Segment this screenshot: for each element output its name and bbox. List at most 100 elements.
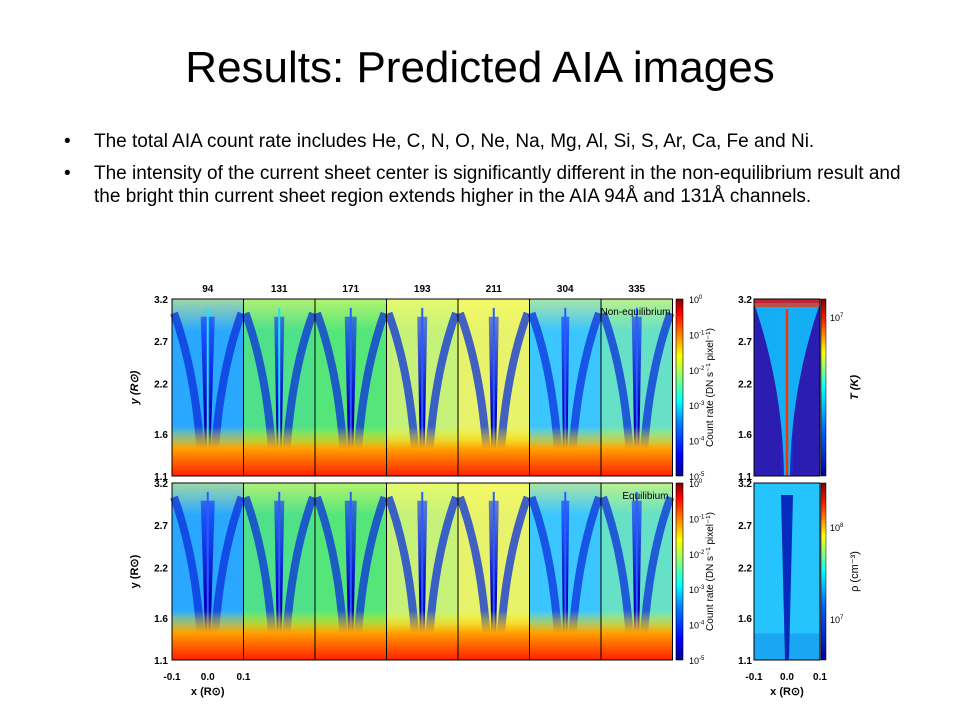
y-tick-label-right: 2.7 [738,521,752,532]
y-tick-label: 3.2 [154,295,168,306]
bullet-text: The intensity of the current sheet cente… [94,163,901,207]
panel-base-bright [386,610,458,660]
colorbar-tick-exponent: -4 [699,621,705,627]
y-tick-label-right: 3.2 [738,479,752,490]
bullet-item: • The total AIA count rate includes He, … [64,130,924,153]
y-tick-label-right: 2.2 [738,563,752,574]
colorbar-tick-exponent: 0 [699,295,703,301]
y-axis-label-bottom: y (R⊙) [129,554,141,588]
y-tick-label: 3.2 [154,479,168,490]
colorbar-temperature [820,298,827,477]
colorbar-label: Count rate (DN s⁻¹ pixel⁻¹) [705,512,716,631]
colorbar-quantity-label: ρ (cm⁻³) [849,551,861,592]
panel-base-bright [243,610,315,660]
bullet-dot-icon: • [64,131,71,152]
colorbar-tick-label: 100 [689,295,703,305]
x-tick-label-right: 0.0 [780,672,794,683]
colorbar-tick-label: 100 [689,479,703,489]
colorbar-tick-exponent: -3 [699,401,705,407]
slide-title: Results: Predicted AIA images [185,43,775,92]
heatmap-panel-171-noneq [313,298,389,477]
colorbar-quantity-label: T (K) [849,375,861,400]
y-tick-label-right: 2.7 [738,337,752,348]
panel-base-bright [315,610,387,660]
x-tick-label-right: -0.1 [745,672,763,683]
channel-label-94: 94 [202,284,214,295]
x-tick-label: 0.1 [237,672,251,683]
channel-label-304: 304 [557,284,574,295]
channel-label-131: 131 [271,284,288,295]
bullet-list: • The total AIA count rate includes He, … [64,130,924,217]
y-tick-label: 2.2 [154,563,168,574]
colorbar-tick-exponent: -4 [699,437,705,443]
colorbar-tick-exponent: -3 [699,585,705,591]
colorbar-tick-label: 10-5 [689,472,705,482]
panel-base-bright [315,426,387,476]
panel-base-bright [458,426,530,476]
colorbar-tick-exponent: -1 [699,514,705,520]
colorbar-tick-label: 10-3 [689,401,705,411]
colorbar-tick-exponent: 7 [840,313,844,319]
y-tick-label-right: 2.2 [738,379,752,390]
y-tick-label: 2.7 [154,521,168,532]
density-panel [753,482,821,661]
channel-label-335: 335 [628,284,645,295]
hot-top [754,299,820,307]
colorbar-tick-exponent: 8 [840,523,844,529]
heatmap-panel-193-eq [384,482,460,661]
heatmap-panel-131-noneq [241,298,317,477]
y-axis-label-top: y (R⊙) [129,370,141,405]
panel-base-bright [601,610,673,660]
colorbar-count-rate [675,298,684,477]
y-tick-label-right: 1.6 [738,614,752,625]
heatmap-panel-193-noneq [384,298,460,477]
colorbar-tick-exponent: 0 [699,479,703,485]
y-tick-label: 1.1 [154,472,168,483]
colorbar-tick-label: 10-1 [689,514,705,524]
heatmap-panel-335-eq [599,482,675,661]
colorbar-tick-label: 10-2 [689,366,705,376]
colorbar-tick-label: 10-5 [689,656,705,666]
colorbar-tick-exponent: -2 [699,550,705,556]
panel-base-bright [458,610,530,660]
bullet-item: • The intensity of the current sheet cen… [64,162,924,208]
panel-base-bright [172,426,244,476]
colorbar-tick-label: 10-3 [689,585,705,595]
colorbar-tick-exponent: -5 [699,656,705,662]
colorbar-tick-label: 10-2 [689,550,705,560]
colorbar-tick-exponent: -2 [699,366,705,372]
colorbar-density [820,482,827,661]
panel-border [753,482,821,661]
panel-base-bright [243,426,315,476]
heatmap-panel-94-eq [170,482,246,661]
y-tick-label-right: 3.2 [738,295,752,306]
y-tick-label-right: 1.6 [738,430,752,441]
colorbar-tick-exponent: 7 [840,615,844,621]
heatmap-panel-171-eq [313,482,389,661]
channel-label-171: 171 [342,284,359,295]
colorbar-tick-exponent: -5 [699,472,705,478]
colorbar-tick-label: 10-4 [689,621,705,631]
panel-base-bright [529,610,601,660]
panel-border [753,298,821,477]
colorbar-tick-label: 107 [830,615,844,625]
channel-label-193: 193 [414,284,431,295]
x-tick-label-right: 0.1 [813,672,827,683]
heatmap-panel-304-eq [527,482,603,661]
panel-base-bright [601,426,673,476]
colorbar-label: Count rate (DN s⁻¹ pixel⁻¹) [705,328,716,447]
bullet-dot-icon: • [64,163,71,184]
heatmap-panel-94-noneq [170,298,246,477]
panel-border [600,298,673,477]
colorbar-count-rate [675,482,684,661]
panel-base-bright [529,426,601,476]
channel-label-211: 211 [486,284,503,295]
x-tick-label: -0.1 [163,672,181,683]
row-label-equilibrium: Equilibium [622,491,668,502]
y-tick-label: 1.1 [154,656,168,667]
colorbar-tick-label: 10-4 [689,437,705,447]
density-sheet [781,495,793,660]
x-tick-label: 0.0 [201,672,215,683]
x-axis-label-right: x (R⊙) [770,686,804,698]
